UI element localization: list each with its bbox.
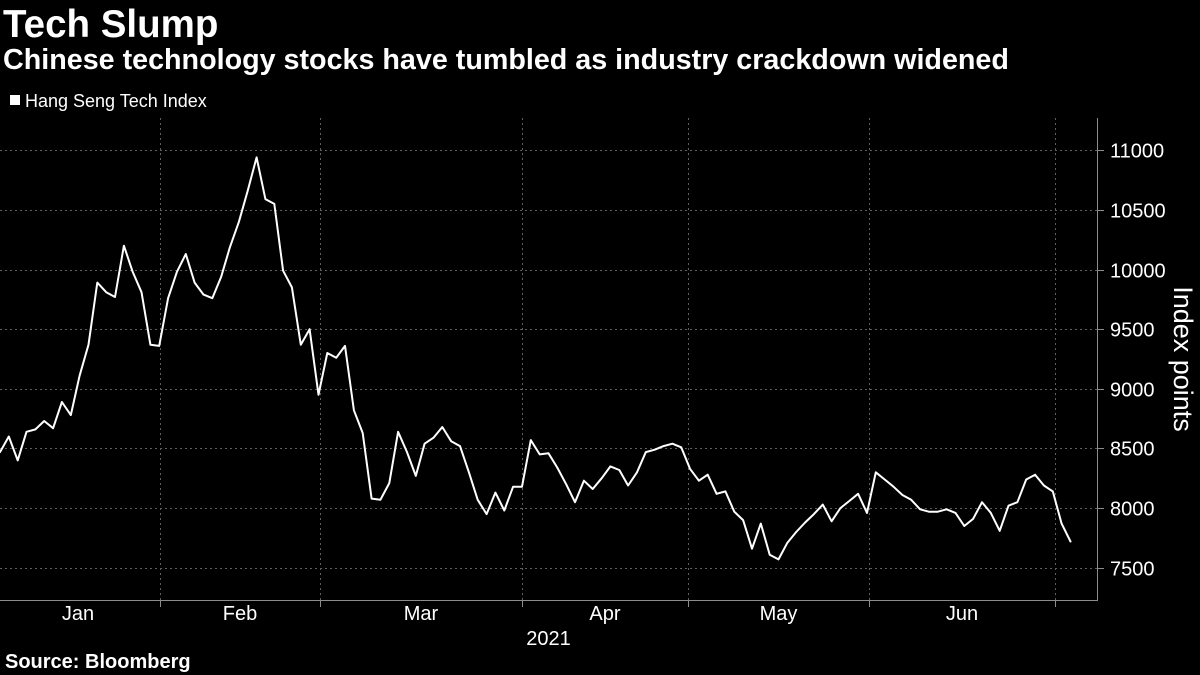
- y-tick-label: 9500: [1110, 320, 1155, 342]
- x-gridlines: [160, 118, 1056, 600]
- y-tick-label: 8000: [1110, 499, 1155, 521]
- chart-title: Tech Slump: [3, 3, 218, 46]
- source-note: Source: Bloomberg: [5, 651, 191, 673]
- y-axis-label: Index points: [1168, 286, 1198, 432]
- x-tick-label-may: May: [760, 603, 798, 625]
- legend-swatch: [10, 95, 20, 105]
- y-tick-label: 8500: [1110, 439, 1155, 461]
- y-tick-label: 10000: [1110, 261, 1166, 283]
- x-tick-labels: Jan Feb Mar Apr May Jun: [62, 603, 978, 625]
- y-tick-label: 10500: [1110, 201, 1166, 223]
- x-tick-label-mar: Mar: [404, 603, 439, 625]
- chart-subtitle: Chinese technology stocks have tumbled a…: [3, 44, 1009, 76]
- legend: Hang Seng Tech Index: [10, 91, 207, 111]
- x-tick-label-jun: Jun: [946, 603, 978, 625]
- y-tick-label: 9000: [1110, 380, 1155, 402]
- series-line-hang-seng-tech-index: [0, 156, 1072, 561]
- x-tick-marks: [160, 600, 1056, 607]
- x-axis-label: 2021: [526, 628, 571, 650]
- x-tick-label-apr: Apr: [589, 603, 620, 625]
- y-tick-marks: [1097, 150, 1104, 569]
- x-tick-label-feb: Feb: [223, 603, 257, 625]
- y-tick-labels: 7500 8000 8500 9000 9500 10000 10500 11000: [1110, 141, 1166, 581]
- x-tick-label-jan: Jan: [62, 603, 94, 625]
- y-tick-label: 11000: [1110, 141, 1164, 163]
- legend-label: Hang Seng Tech Index: [25, 91, 207, 111]
- y-tick-label: 7500: [1110, 559, 1155, 581]
